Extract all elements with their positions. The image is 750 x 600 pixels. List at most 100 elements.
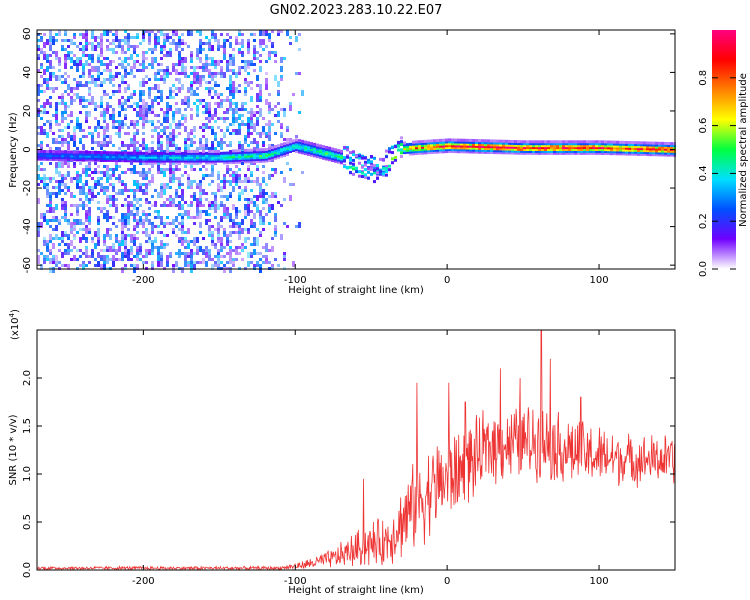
spectrogram-cell — [139, 117, 142, 120]
spectrogram-cell — [61, 114, 64, 117]
spectrogram-cell — [88, 222, 91, 225]
spectrogram-cell — [106, 135, 109, 138]
spectrogram-ridge-cell — [151, 151, 154, 155]
spectrogram-cell — [190, 51, 193, 54]
spectrogram-cell — [67, 87, 70, 90]
spectrogram-cell — [196, 246, 199, 249]
spectrogram-ridge-cell — [409, 146, 412, 150]
spectrogram-cell — [172, 39, 175, 45]
spectrogram-ridge-cell — [427, 143, 430, 147]
spectrogram-cell — [142, 33, 145, 39]
spectrogram-ridge-cell — [82, 156, 85, 160]
spectrogram-cell — [175, 234, 178, 237]
spectrogram-cell — [82, 252, 85, 255]
spectrogram-ridge-cell — [616, 152, 619, 156]
spectrogram-cell — [166, 66, 169, 69]
spectrogram-ridge-cell — [139, 151, 142, 155]
spectrogram-ridge-cell — [610, 148, 613, 152]
spectrogram-cell — [175, 30, 178, 33]
spectrogram-ridge-cell — [64, 152, 67, 156]
spectrogram-ridge-cell — [175, 157, 178, 161]
spectrogram-ridge-cell — [373, 171, 376, 175]
spectrogram-ridge-cell — [301, 139, 304, 143]
spectrogram-cell — [151, 102, 154, 108]
spectrogram-ridge-cell — [526, 151, 529, 155]
spectrogram-cell — [244, 138, 247, 144]
spectrogram-ridge-cell — [97, 152, 100, 156]
spectrogram-ridge-cell — [484, 150, 487, 154]
spectrogram-cell — [223, 99, 226, 102]
spectrogram-ridge-cell — [400, 142, 403, 146]
spectrogram-ridge-cell — [205, 153, 208, 157]
spectrogram-cell — [142, 219, 145, 222]
spectrogram-ridge-cell — [289, 140, 292, 144]
spectrogram-cell — [223, 117, 226, 120]
spectrogram-cell — [175, 135, 178, 138]
spectrogram-ridge-cell — [376, 171, 379, 175]
spectrogram-cell — [121, 105, 124, 111]
spectrogram-cell — [94, 162, 97, 165]
spectrogram-cell — [211, 264, 214, 270]
spectrogram-cell — [244, 174, 247, 177]
spectrogram-cell — [223, 180, 226, 183]
spectrogram-cell — [232, 258, 235, 261]
spectrogram-cell — [43, 132, 46, 135]
spectrogram-ridge-cell — [337, 160, 340, 164]
spectrogram-ridge-cell — [262, 153, 265, 157]
spectrogram-xtick-label: -200 — [132, 275, 155, 286]
spectrogram-cell — [40, 264, 43, 270]
spectrogram-ridge-cell — [145, 153, 148, 157]
spectrogram-cell — [217, 171, 220, 174]
spectrogram-cell — [136, 33, 139, 36]
spectrogram-ridge-cell — [49, 152, 52, 156]
spectrogram-cell — [43, 261, 46, 264]
spectrogram-ridge-cell — [670, 144, 673, 148]
spectrogram-cell — [238, 66, 241, 72]
spectrogram-cell — [268, 33, 271, 39]
spectrogram-ridge-cell — [205, 157, 208, 161]
spectrogram-cell — [154, 45, 157, 48]
spectrogram-cell — [100, 84, 103, 87]
spectrogram-ridge-cell — [493, 147, 496, 151]
spectrogram-cell — [214, 81, 217, 84]
spectrogram-cell — [226, 33, 229, 36]
spectrogram-cell — [199, 183, 202, 186]
spectrogram-ridge-cell — [601, 148, 604, 152]
spectrogram-cell — [46, 177, 49, 180]
spectrogram-cell — [262, 42, 265, 45]
spectrogram-ridge-cell — [112, 158, 115, 162]
spectrogram-cell — [172, 150, 175, 153]
spectrogram-ridge-cell — [625, 142, 628, 146]
spectrogram-ridge-cell — [436, 139, 439, 143]
spectrogram-cell — [217, 264, 220, 267]
spectrogram-ridge-cell — [637, 150, 640, 154]
spectrogram-cell — [283, 198, 286, 201]
spectrogram-cell — [190, 204, 193, 207]
spectrogram-cell — [148, 30, 151, 33]
spectrogram-cell — [55, 120, 58, 123]
spectrogram-cell — [40, 252, 43, 255]
spectrogram-cell — [121, 252, 124, 258]
spectrogram-cell — [142, 162, 145, 165]
spectrogram-cell — [262, 207, 265, 210]
spectrogram-ridge-cell — [484, 141, 487, 145]
spectrogram-cell — [127, 132, 130, 135]
spectrogram-cell — [94, 186, 97, 189]
spectrogram-ridge-cell — [631, 148, 634, 152]
spectrogram-cell — [157, 165, 160, 171]
spectrogram-ridge-cell — [448, 149, 451, 153]
spectrogram-cell — [277, 120, 280, 123]
spectrogram-cell — [163, 48, 166, 51]
spectrogram-cell — [58, 243, 61, 246]
spectrogram-cell — [163, 72, 166, 75]
spectrogram-ridge-cell — [208, 151, 211, 155]
spectrogram-ridge-cell — [340, 149, 343, 153]
spectrogram-cell — [154, 210, 157, 213]
spectrogram-cell — [37, 39, 40, 42]
spectrogram-cell — [217, 102, 220, 108]
spectrogram-cell — [178, 204, 181, 210]
spectrogram-cell — [298, 48, 301, 51]
spectrogram-ridge-cell — [532, 146, 535, 150]
spectrogram-cell — [214, 93, 217, 96]
spectrogram-cell — [250, 132, 253, 135]
